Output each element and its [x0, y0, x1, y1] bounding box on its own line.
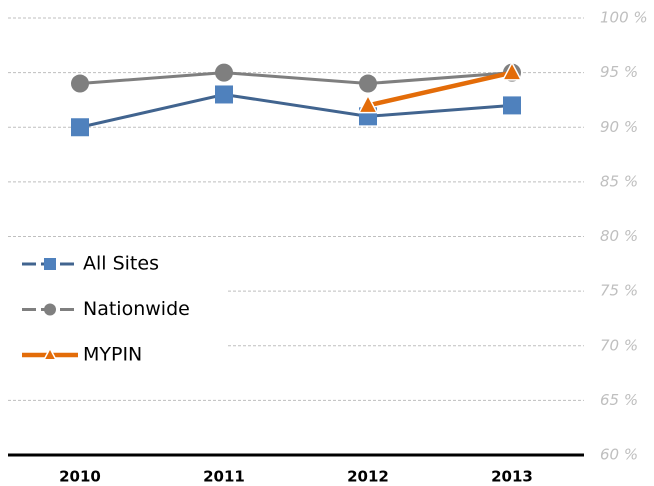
- legend-label: Nationwide: [83, 298, 190, 320]
- legend-marker: [44, 303, 56, 316]
- legend-marker: [44, 258, 56, 270]
- marker: [503, 96, 521, 115]
- series-line: [79, 71, 513, 86]
- x-tick-label: 2013: [491, 468, 533, 486]
- legend-marker: [42, 346, 58, 361]
- marker: [71, 74, 89, 93]
- marker: [501, 61, 523, 81]
- series-line: [367, 70, 513, 108]
- marker: [215, 63, 233, 82]
- y-tick-label: 95 %: [600, 63, 638, 81]
- marker: [71, 118, 89, 137]
- y-tick-label: 85 %: [600, 172, 638, 190]
- y-tick-label: 80 %: [600, 227, 638, 245]
- x-tick-label: 2011: [203, 468, 245, 486]
- legend-label: MYPIN: [83, 344, 142, 366]
- y-tick-label: 75 %: [600, 282, 638, 300]
- y-tick-label: 65 %: [600, 391, 638, 409]
- x-tick-label: 2012: [347, 468, 389, 486]
- y-tick-label: 70 %: [600, 336, 638, 354]
- series-line: [79, 92, 513, 129]
- marker: [359, 74, 377, 93]
- y-tick-label: 60 %: [600, 446, 638, 464]
- y-tick-label: 100 %: [600, 9, 648, 27]
- x-tick-label: 2010: [59, 468, 101, 486]
- legend-label: All Sites: [83, 253, 159, 275]
- marker: [357, 93, 379, 114]
- y-tick-label: 90 %: [600, 118, 638, 136]
- marker: [215, 85, 233, 104]
